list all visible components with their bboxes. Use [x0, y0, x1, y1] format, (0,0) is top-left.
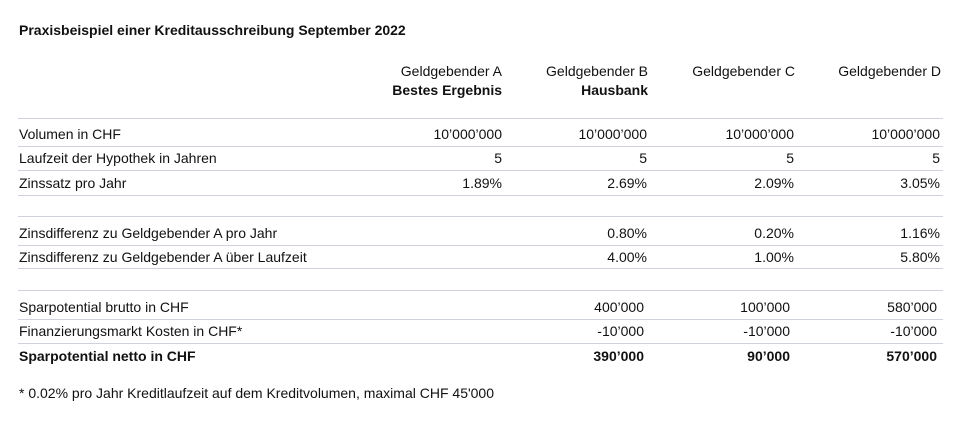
row-divider — [18, 319, 943, 320]
row-label: Zinsdifferenz zu Geldgebender A pro Jahr — [19, 225, 278, 241]
cell-d: 3.05% — [900, 175, 940, 191]
row-label: Sparpotential netto in CHF — [19, 348, 196, 364]
cell-c: 1.00% — [754, 249, 794, 265]
cell-b: 2.69% — [607, 175, 647, 191]
page-title: Praxisbeispiel einer Kreditausschreibung… — [19, 22, 406, 38]
group-divider — [18, 290, 943, 291]
row-divider — [18, 343, 943, 344]
table-row-diff-year: Zinsdifferenz zu Geldgebender A pro Jahr… — [19, 221, 943, 245]
cell-c: 10’000’000 — [725, 126, 794, 142]
cell-a: 5 — [494, 150, 502, 166]
table-row-rate: Zinssatz pro Jahr 1.89% 2.69% 2.09% 3.05… — [19, 171, 943, 195]
column-header-c-name: Geldgebender C — [692, 63, 795, 79]
row-label: Laufzeit der Hypothek in Jahren — [19, 150, 217, 166]
cell-d: 1.16% — [900, 225, 940, 241]
cell-b: 0.80% — [607, 225, 647, 241]
row-label: Volumen in CHF — [19, 126, 121, 142]
column-header-d-name: Geldgebender D — [838, 63, 941, 79]
cell-c: 5 — [786, 150, 794, 166]
cell-b: 5 — [639, 150, 647, 166]
table-row-net: Sparpotential netto in CHF 390’000 90’00… — [19, 344, 943, 368]
group-divider — [18, 118, 943, 119]
cell-c: 100’000 — [740, 299, 790, 315]
cell-b: -10’000 — [597, 323, 644, 339]
row-divider — [18, 170, 943, 171]
cell-b: 390’000 — [593, 348, 644, 364]
cell-a: 1.89% — [462, 175, 502, 191]
table-row-cost: Finanzierungsmarkt Kosten in CHF* -10’00… — [19, 319, 943, 343]
row-label: Zinsdifferenz zu Geldgebender A über Lau… — [19, 249, 307, 265]
column-header-b-name: Geldgebender B — [546, 63, 648, 79]
table-row-gross: Sparpotential brutto in CHF 400’000 100’… — [19, 295, 943, 319]
cell-c: -10’000 — [743, 323, 790, 339]
cell-c: 0.20% — [754, 225, 794, 241]
table-row-diff-term: Zinsdifferenz zu Geldgebender A über Lau… — [19, 245, 943, 269]
cell-d: 5.80% — [900, 249, 940, 265]
cell-b: 400’000 — [594, 299, 644, 315]
table-row-volume: Volumen in CHF 10’000’000 10’000’000 10’… — [19, 122, 943, 146]
row-divider — [18, 245, 943, 246]
cell-c: 90’000 — [747, 348, 790, 364]
column-header-d: Geldgebender D — [838, 62, 941, 81]
cell-d: 10’000’000 — [871, 126, 940, 142]
column-header-a-name: Geldgebender A — [400, 63, 502, 79]
row-label: Finanzierungsmarkt Kosten in CHF* — [19, 323, 243, 339]
row-label: Zinssatz pro Jahr — [19, 175, 127, 191]
footnote: * 0.02% pro Jahr Kreditlaufzeit auf dem … — [19, 385, 495, 401]
column-header-a: Geldgebender A Bestes Ergebnis — [392, 62, 502, 100]
table-row-term: Laufzeit der Hypothek in Jahren 5 5 5 5 — [19, 146, 943, 170]
cell-a: 10’000’000 — [433, 126, 502, 142]
cell-b: 10’000’000 — [578, 126, 647, 142]
column-header-b: Geldgebender B Hausbank — [546, 62, 648, 100]
column-header-c: Geldgebender C — [692, 62, 795, 81]
group-divider — [18, 216, 943, 217]
cell-d: 580’000 — [887, 299, 937, 315]
cell-b: 4.00% — [607, 249, 647, 265]
row-divider — [18, 268, 943, 269]
cell-d: 5 — [932, 150, 940, 166]
row-divider — [18, 195, 943, 196]
row-label: Sparpotential brutto in CHF — [19, 299, 189, 315]
cell-c: 2.09% — [754, 175, 794, 191]
column-header-b-sub: Hausbank — [581, 82, 648, 98]
cell-d: -10’000 — [890, 323, 937, 339]
row-divider — [18, 146, 943, 147]
cell-d: 570’000 — [886, 348, 937, 364]
column-header-a-sub: Bestes Ergebnis — [392, 82, 502, 98]
